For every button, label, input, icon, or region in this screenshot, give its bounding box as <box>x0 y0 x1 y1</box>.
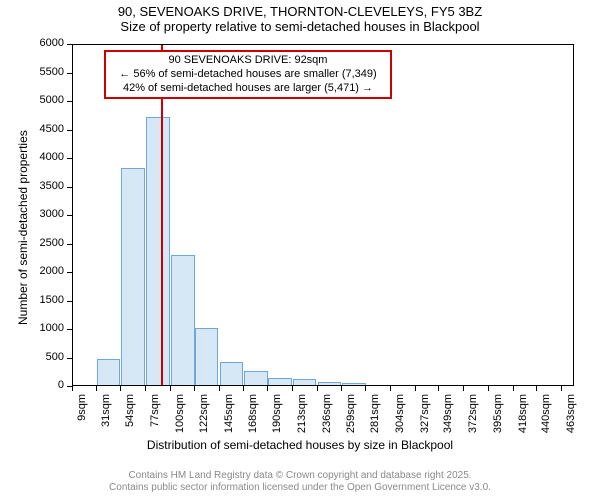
title-address: 90, SEVENOAKS DRIVE, THORNTON-CLEVELEYS,… <box>0 4 600 19</box>
bar <box>146 117 170 385</box>
attribution-text: Contains HM Land Registry data © Crown c… <box>0 470 600 494</box>
bar <box>244 371 268 385</box>
xtick-mark <box>120 386 121 391</box>
ytick-label: 2000 <box>24 265 64 277</box>
xtick-label: 145sqm <box>223 394 235 438</box>
annotation-box: 90 SEVENOAKS DRIVE: 92sqm ← 56% of semi-… <box>104 50 392 99</box>
ytick-label: 1500 <box>24 294 64 306</box>
ytick-label: 2500 <box>24 237 64 249</box>
bar <box>220 362 244 385</box>
ytick-label: 4500 <box>24 123 64 135</box>
ytick-label: 3500 <box>24 180 64 192</box>
xtick-label: 190sqm <box>271 394 283 438</box>
xtick-mark <box>536 386 537 391</box>
ytick-mark <box>67 73 72 74</box>
ytick-mark <box>67 301 72 302</box>
xtick-mark <box>488 386 489 391</box>
ytick-mark <box>67 215 72 216</box>
ytick-mark <box>67 158 72 159</box>
xtick-mark <box>96 386 97 391</box>
ytick-mark <box>67 187 72 188</box>
xtick-label: 372sqm <box>467 394 479 438</box>
xtick-label: 395sqm <box>492 394 504 438</box>
ytick-label: 5000 <box>24 94 64 106</box>
xtick-mark <box>341 386 342 391</box>
ytick-mark <box>67 329 72 330</box>
xtick-label: 213sqm <box>296 394 308 438</box>
ytick-label: 1000 <box>24 322 64 334</box>
bar <box>268 378 292 385</box>
xtick-mark <box>438 386 439 391</box>
ytick-mark <box>67 272 72 273</box>
xtick-mark <box>145 386 146 391</box>
xtick-label: 9sqm <box>76 394 88 438</box>
xtick-mark <box>72 386 73 391</box>
xtick-label: 31sqm <box>100 394 112 438</box>
xtick-label: 54sqm <box>124 394 136 438</box>
xtick-label: 281sqm <box>369 394 381 438</box>
xtick-mark <box>561 386 562 391</box>
ytick-label: 4000 <box>24 151 64 163</box>
ytick-mark <box>67 44 72 45</box>
ytick-label: 0 <box>24 379 64 391</box>
xtick-label: 259sqm <box>345 394 357 438</box>
xtick-label: 100sqm <box>174 394 186 438</box>
ytick-mark <box>67 101 72 102</box>
xtick-mark <box>317 386 318 391</box>
xtick-label: 304sqm <box>394 394 406 438</box>
ytick-mark <box>67 358 72 359</box>
xtick-mark <box>292 386 293 391</box>
xtick-mark <box>219 386 220 391</box>
xtick-label: 418sqm <box>517 394 529 438</box>
annotation-line3: 42% of semi-detached houses are larger (… <box>110 82 386 96</box>
bar <box>171 255 195 385</box>
xtick-label: 349sqm <box>442 394 454 438</box>
ytick-mark <box>67 244 72 245</box>
xtick-mark <box>243 386 244 391</box>
xtick-mark <box>365 386 366 391</box>
xtick-label: 440sqm <box>540 394 552 438</box>
bar <box>342 383 366 385</box>
xtick-mark <box>513 386 514 391</box>
attribution-line1: Contains HM Land Registry data © Crown c… <box>0 470 600 482</box>
bar <box>195 328 219 385</box>
xtick-mark <box>170 386 171 391</box>
xtick-label: 122sqm <box>198 394 210 438</box>
x-axis-label: Distribution of semi-detached houses by … <box>0 438 600 452</box>
ytick-label: 6000 <box>24 37 64 49</box>
bar <box>318 382 342 385</box>
xtick-label: 168sqm <box>247 394 259 438</box>
ytick-label: 500 <box>24 351 64 363</box>
annotation-line2: ← 56% of semi-detached houses are smalle… <box>110 68 386 82</box>
xtick-mark <box>415 386 416 391</box>
xtick-mark <box>463 386 464 391</box>
xtick-mark <box>267 386 268 391</box>
xtick-mark <box>390 386 391 391</box>
xtick-label: 236sqm <box>321 394 333 438</box>
xtick-label: 77sqm <box>149 394 161 438</box>
bar <box>97 359 121 385</box>
ytick-mark <box>67 130 72 131</box>
bar <box>121 168 145 385</box>
xtick-mark <box>194 386 195 391</box>
bar <box>293 379 317 385</box>
xtick-label: 327sqm <box>419 394 431 438</box>
ytick-label: 5500 <box>24 66 64 78</box>
xtick-label: 463sqm <box>565 394 577 438</box>
title-subtitle: Size of property relative to semi-detach… <box>0 19 600 34</box>
annotation-line1: 90 SEVENOAKS DRIVE: 92sqm <box>110 54 386 68</box>
attribution-line2: Contains public sector information licen… <box>0 482 600 494</box>
ytick-label: 3000 <box>24 208 64 220</box>
